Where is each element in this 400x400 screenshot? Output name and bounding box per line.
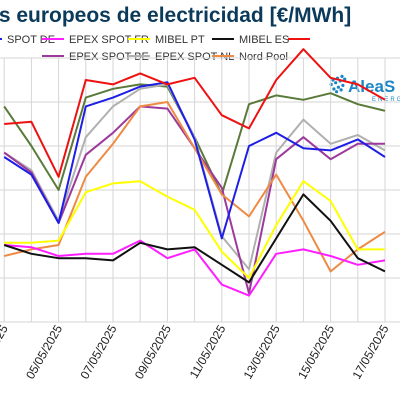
series-line-1 [4,239,386,297]
legend-label: MIBEL PT [155,34,205,46]
logo-dot [343,77,347,81]
legend-label: Nord Pool [239,51,288,63]
legend-label: MIBEL ES [239,34,289,46]
legend-label: EPEX SPOT BE [69,51,149,63]
logo-dot [334,81,338,85]
series-line-0 [3,81,386,240]
logo-dot [335,90,339,94]
x-tick-label: /05/2025 [0,322,11,370]
x-tick-label: 11/05/2025 [187,322,229,381]
logo-dot [329,82,333,87]
logo-dot [336,85,340,89]
series-line-2 [4,180,385,279]
x-tick-label: 17/05/2025 [349,322,391,381]
logo-dot [340,74,344,78]
logo-dot [341,83,345,87]
legend: SPOT DE EPEX SPOT FR MIBEL PT MIBEL ES EPEX … [0,34,310,63]
logo-dot [339,88,343,92]
x-tick-label: 13/05/2025 [241,322,283,381]
x-tick-label: 15/05/2025 [295,322,337,381]
legend-label: EPEX SPOT FR [69,34,149,46]
series-line-3 [3,193,386,284]
logo-subtext: ENERG [372,97,400,103]
series-lines [3,48,386,297]
x-tick-label: 07/05/2025 [77,322,119,381]
x-tick-label: 09/05/2025 [132,322,174,381]
logo-dot [332,87,336,91]
logo-wordmark: AleaS [348,77,395,96]
x-axis-ticks: /05/2025 05/05/2025 07/05/2025 09/05/2025 11… [0,322,392,381]
legend-label: EPEX SPOT NL [155,51,234,63]
series-line-4 [4,48,386,178]
chart-title: os europeos de electricidad [€/MWh] [0,4,352,27]
x-tick-label: 05/05/2025 [23,322,65,381]
legend-label: SPOT DE [7,34,55,46]
